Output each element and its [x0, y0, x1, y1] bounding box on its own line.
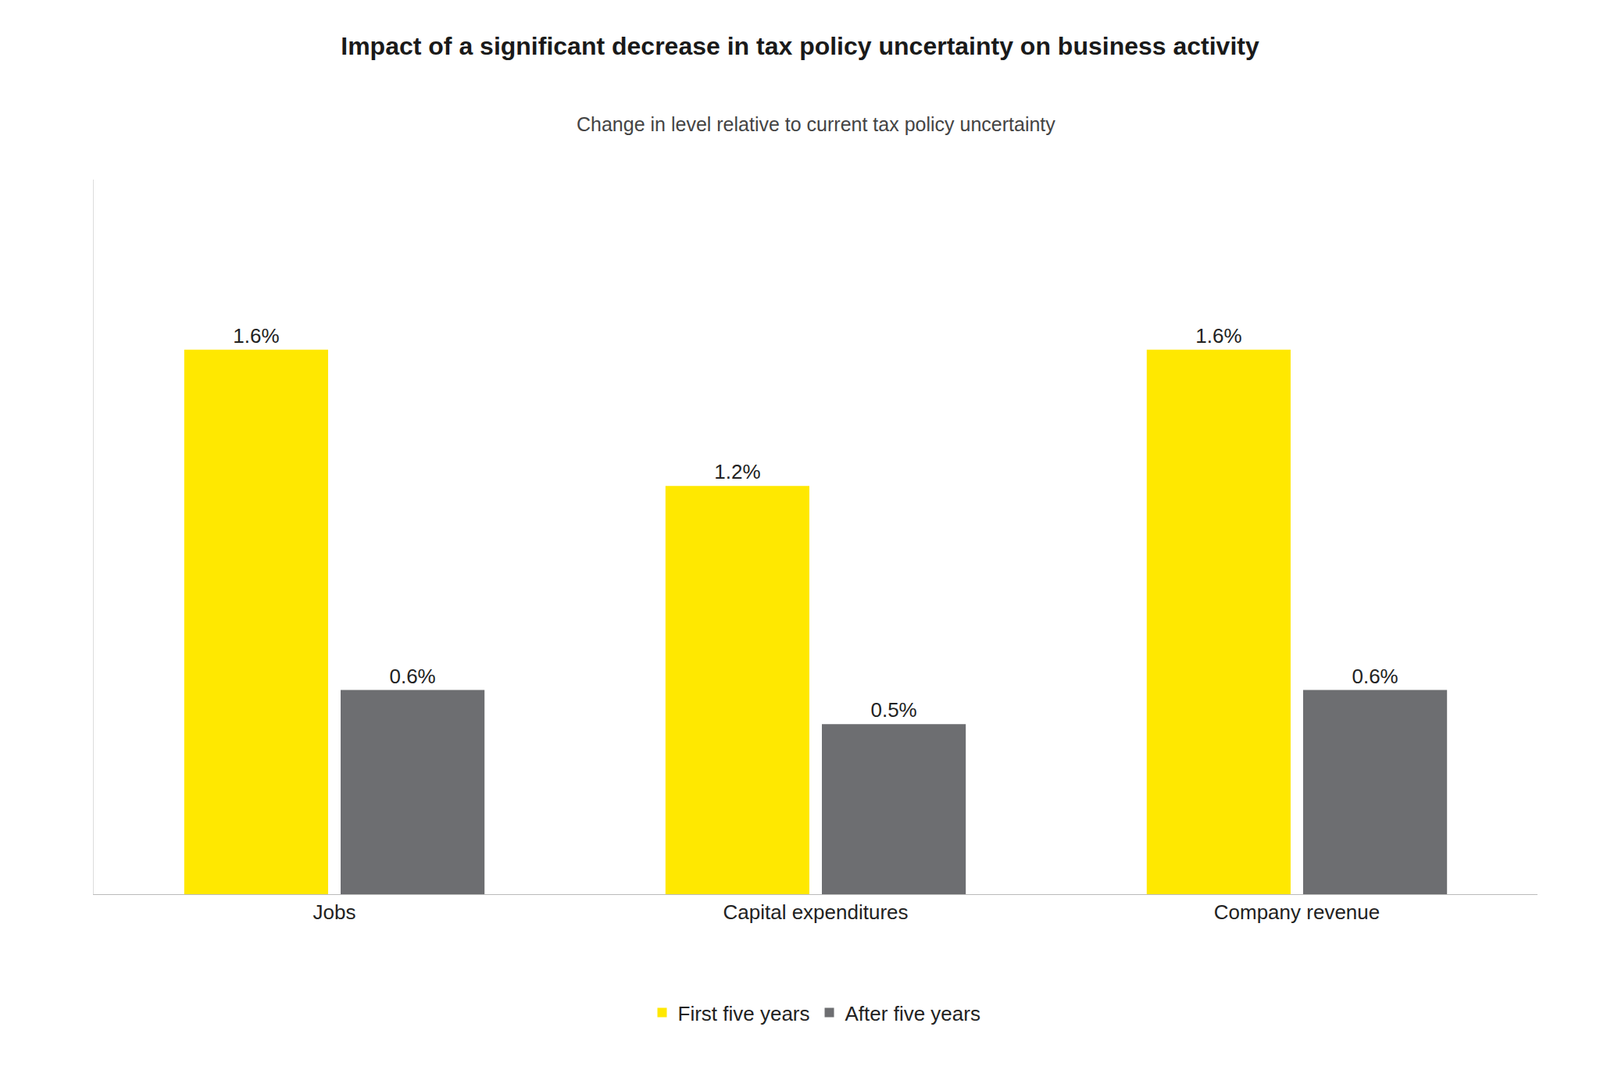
svg-text:1.6%: 1.6% — [232, 324, 279, 348]
svg-text:1.6%: 1.6% — [1195, 324, 1242, 348]
svg-text:Impact of a significant decrea: Impact of a significant decrease in tax … — [340, 32, 1260, 61]
svg-text:0.6%: 0.6% — [389, 664, 436, 689]
svg-text:0.6%: 0.6% — [1351, 664, 1398, 689]
svg-text:Change in level relative to cu: Change in level relative to current tax … — [576, 113, 1056, 136]
svg-text:First five years: First five years — [678, 1002, 811, 1026]
svg-text:After five years: After five years — [845, 1002, 981, 1026]
svg-text:Jobs: Jobs — [313, 900, 357, 925]
svg-text:Capital expenditures: Capital expenditures — [722, 900, 908, 925]
svg-text:1.2%: 1.2% — [714, 460, 761, 484]
svg-text:0.5%: 0.5% — [870, 698, 917, 722]
svg-text:Company revenue: Company revenue — [1214, 900, 1380, 925]
